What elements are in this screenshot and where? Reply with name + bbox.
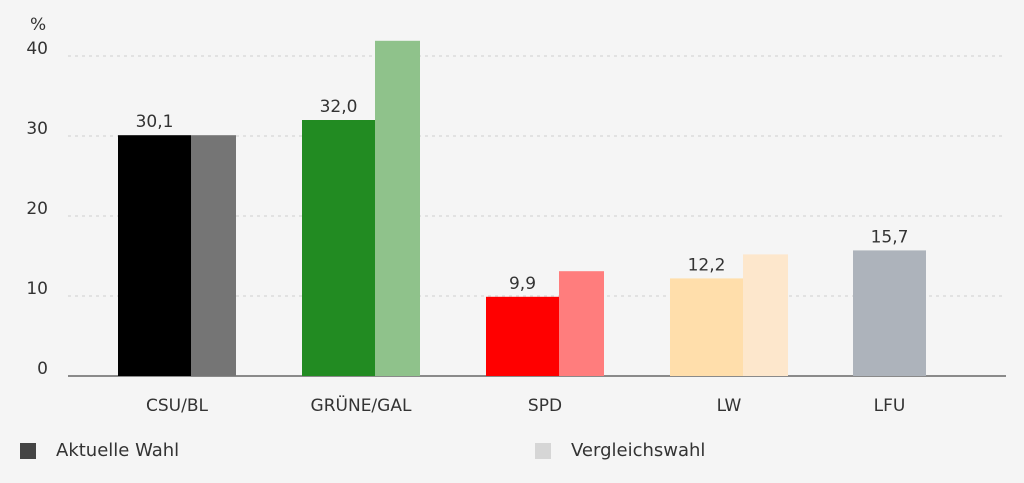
bar-aktuelle-wahl-4 <box>853 250 926 376</box>
x-category-label: LFU <box>874 396 906 416</box>
legend-item-vergleichswahl: Vergleichswahl <box>535 440 705 461</box>
bar-chart: % 0 10 20 30 40 30,1 CSU/BL 32,0 GRÜNE/GAL 9,9 SPD 1… <box>26 15 1006 416</box>
bar-aktuelle-wahl-1 <box>302 120 375 376</box>
legend-label-aktuelle-wahl: Aktuelle Wahl <box>56 440 180 461</box>
bar-vergleichswahl-2 <box>559 271 604 376</box>
data-label-aktuelle-wahl: 12,2 <box>688 255 726 275</box>
bar-vergleichswahl-1 <box>375 40 420 377</box>
y-tick-label: 10 <box>26 279 48 299</box>
y-tick-label: 0 <box>37 359 48 379</box>
legend-swatch-aktuelle-wahl <box>20 442 36 459</box>
data-label-aktuelle-wahl: 32,0 <box>320 97 358 117</box>
y-tick-label: 30 <box>26 119 48 139</box>
data-label-aktuelle-wahl: 9,9 <box>509 274 536 294</box>
bar-vergleichswahl-0 <box>191 135 236 376</box>
x-category-label: LW <box>717 396 742 416</box>
bar-vergleichswahl-3 <box>743 254 788 376</box>
y-tick-label: 20 <box>26 199 48 219</box>
y-tick-label: 40 <box>26 39 48 59</box>
data-label-aktuelle-wahl: 30,1 <box>136 112 174 132</box>
bar-aktuelle-wahl-3 <box>670 278 743 376</box>
bar-aktuelle-wahl-0 <box>118 135 191 376</box>
legend-label-vergleichswahl: Vergleichswahl <box>571 440 706 461</box>
x-category-label: CSU/BL <box>146 396 208 416</box>
legend: Aktuelle Wahl Vergleichswahl <box>20 440 1020 468</box>
x-category-label: GRÜNE/GAL <box>311 394 412 416</box>
bar-aktuelle-wahl-2 <box>486 296 559 376</box>
y-axis-unit: % <box>30 15 46 35</box>
legend-swatch-vergleichswahl <box>535 442 551 459</box>
data-label-aktuelle-wahl: 15,7 <box>871 227 909 247</box>
legend-item-aktuelle-wahl: Aktuelle Wahl <box>20 440 179 461</box>
x-category-label: SPD <box>528 396 562 416</box>
